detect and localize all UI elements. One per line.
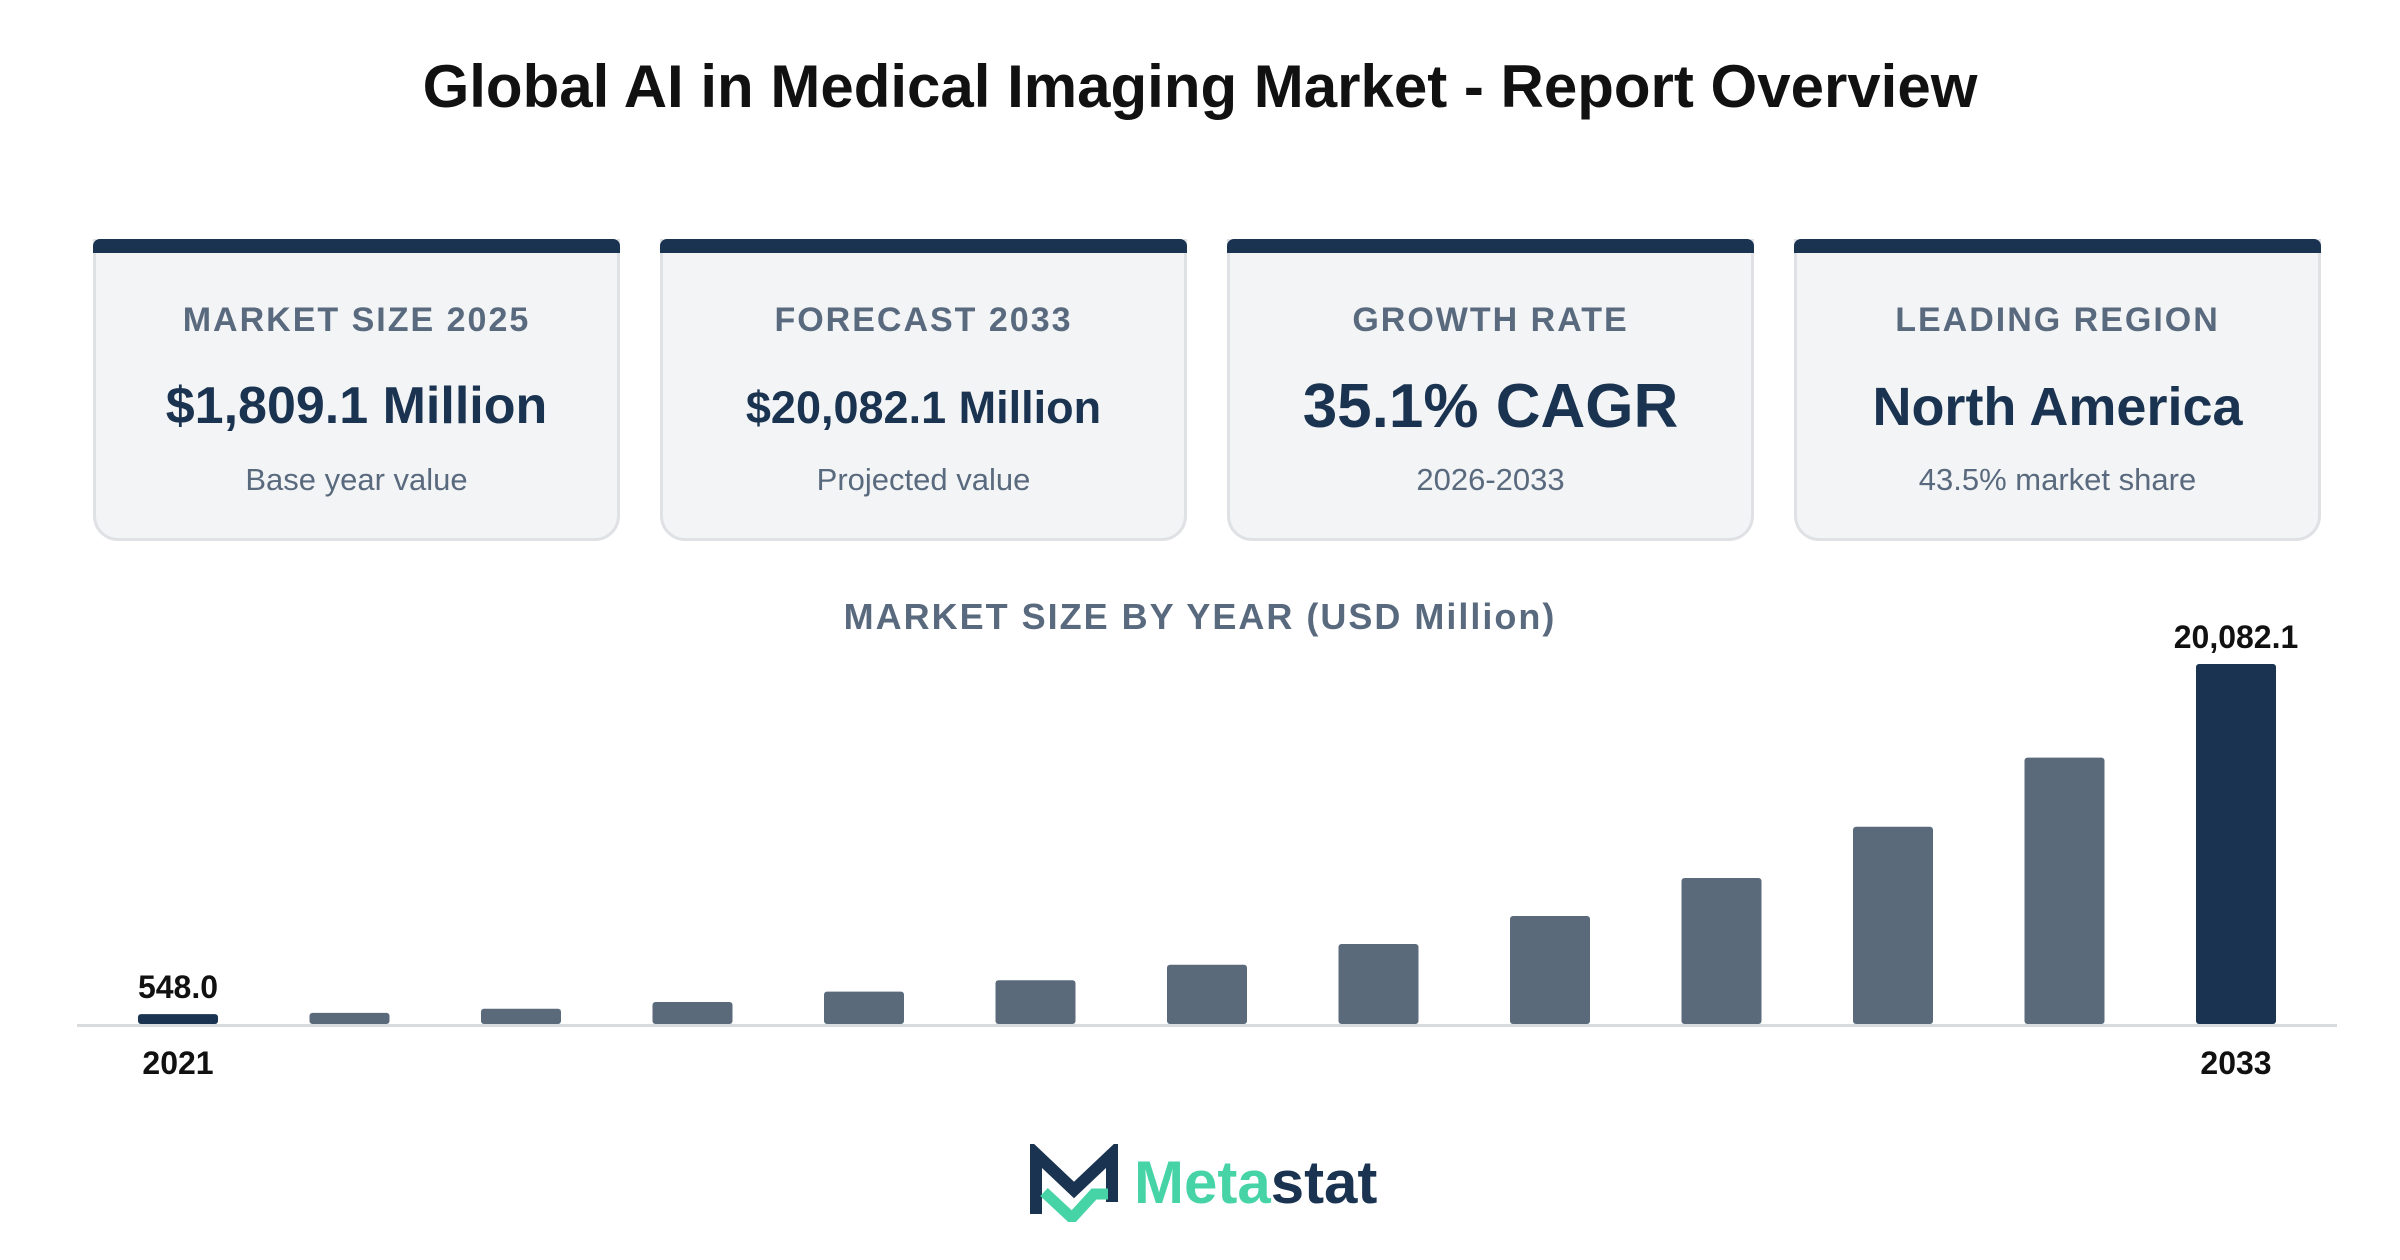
card-subtitle: Projected value xyxy=(816,462,1031,497)
forecast-card: FORECAST 2033 $20,082.1 Million Projecte… xyxy=(660,239,1187,541)
bar-2030 xyxy=(1681,878,1762,1024)
bar-2026 xyxy=(995,980,1076,1024)
leading-region-card: LEADING REGION North America 43.5% marke… xyxy=(1794,239,2321,541)
card-label: LEADING REGION xyxy=(1895,301,2220,339)
bar-2033 xyxy=(2196,664,2276,1024)
chart-title: MARKET SIZE BY YEAR (USD Million) xyxy=(843,596,1557,637)
value-label-2033: 20,082.1 xyxy=(2174,619,2299,655)
card-accent-bar xyxy=(1227,239,1754,253)
card-value: $20,082.1 Million xyxy=(745,382,1102,433)
logo-text-part2: stat xyxy=(1270,1149,1378,1216)
card-accent-bar xyxy=(1794,239,2321,253)
tick-label-2021: 2021 xyxy=(142,1045,213,1081)
growth-rate-card: GROWTH RATE 35.1% CAGR 2026-2033 xyxy=(1227,239,1754,541)
card-label: FORECAST 2033 xyxy=(774,301,1073,339)
logo-wordmark: Metastat xyxy=(1134,1144,1377,1222)
page-title: Global AI in Medical Imaging Market - Re… xyxy=(422,53,1978,120)
bar-2022 xyxy=(309,1012,390,1024)
metastat-logo-icon xyxy=(1030,1140,1118,1226)
tick-label-2033: 2033 xyxy=(2200,1045,2271,1081)
bar-2027 xyxy=(1167,964,1247,1024)
card-value: North America xyxy=(1872,377,2243,437)
logo-text-part1: Meta xyxy=(1134,1149,1271,1216)
bar-2023 xyxy=(481,1008,561,1024)
card-label: MARKET SIZE 2025 xyxy=(182,301,531,339)
market-size-bar-chart: 548.0 2021 20,082.1 2033 xyxy=(77,619,2337,1081)
bar-2024 xyxy=(652,1001,733,1024)
bar-2032 xyxy=(2024,757,2105,1024)
card-value: $1,809.1 Million xyxy=(165,377,548,435)
card-subtitle: 43.5% market share xyxy=(1918,462,2197,497)
card-label: GROWTH RATE xyxy=(1352,301,1629,339)
card-subtitle: Base year value xyxy=(245,462,468,497)
bar-2031 xyxy=(1853,826,1933,1024)
value-label-2021: 548.0 xyxy=(138,969,218,1005)
bar-2029 xyxy=(1510,915,1590,1024)
market-size-card: MARKET SIZE 2025 $1,809.1 Million Base y… xyxy=(93,239,620,541)
metastat-logo: Metastat xyxy=(1028,1140,1398,1226)
card-subtitle: 2026-2033 xyxy=(1416,462,1565,497)
bar-2028 xyxy=(1338,944,1419,1024)
card-accent-bar xyxy=(93,239,620,253)
bar-2021 xyxy=(138,1014,218,1024)
card-accent-bar xyxy=(660,239,1187,253)
bar-2025 xyxy=(824,991,904,1024)
card-value: 35.1% CAGR xyxy=(1302,372,1679,441)
